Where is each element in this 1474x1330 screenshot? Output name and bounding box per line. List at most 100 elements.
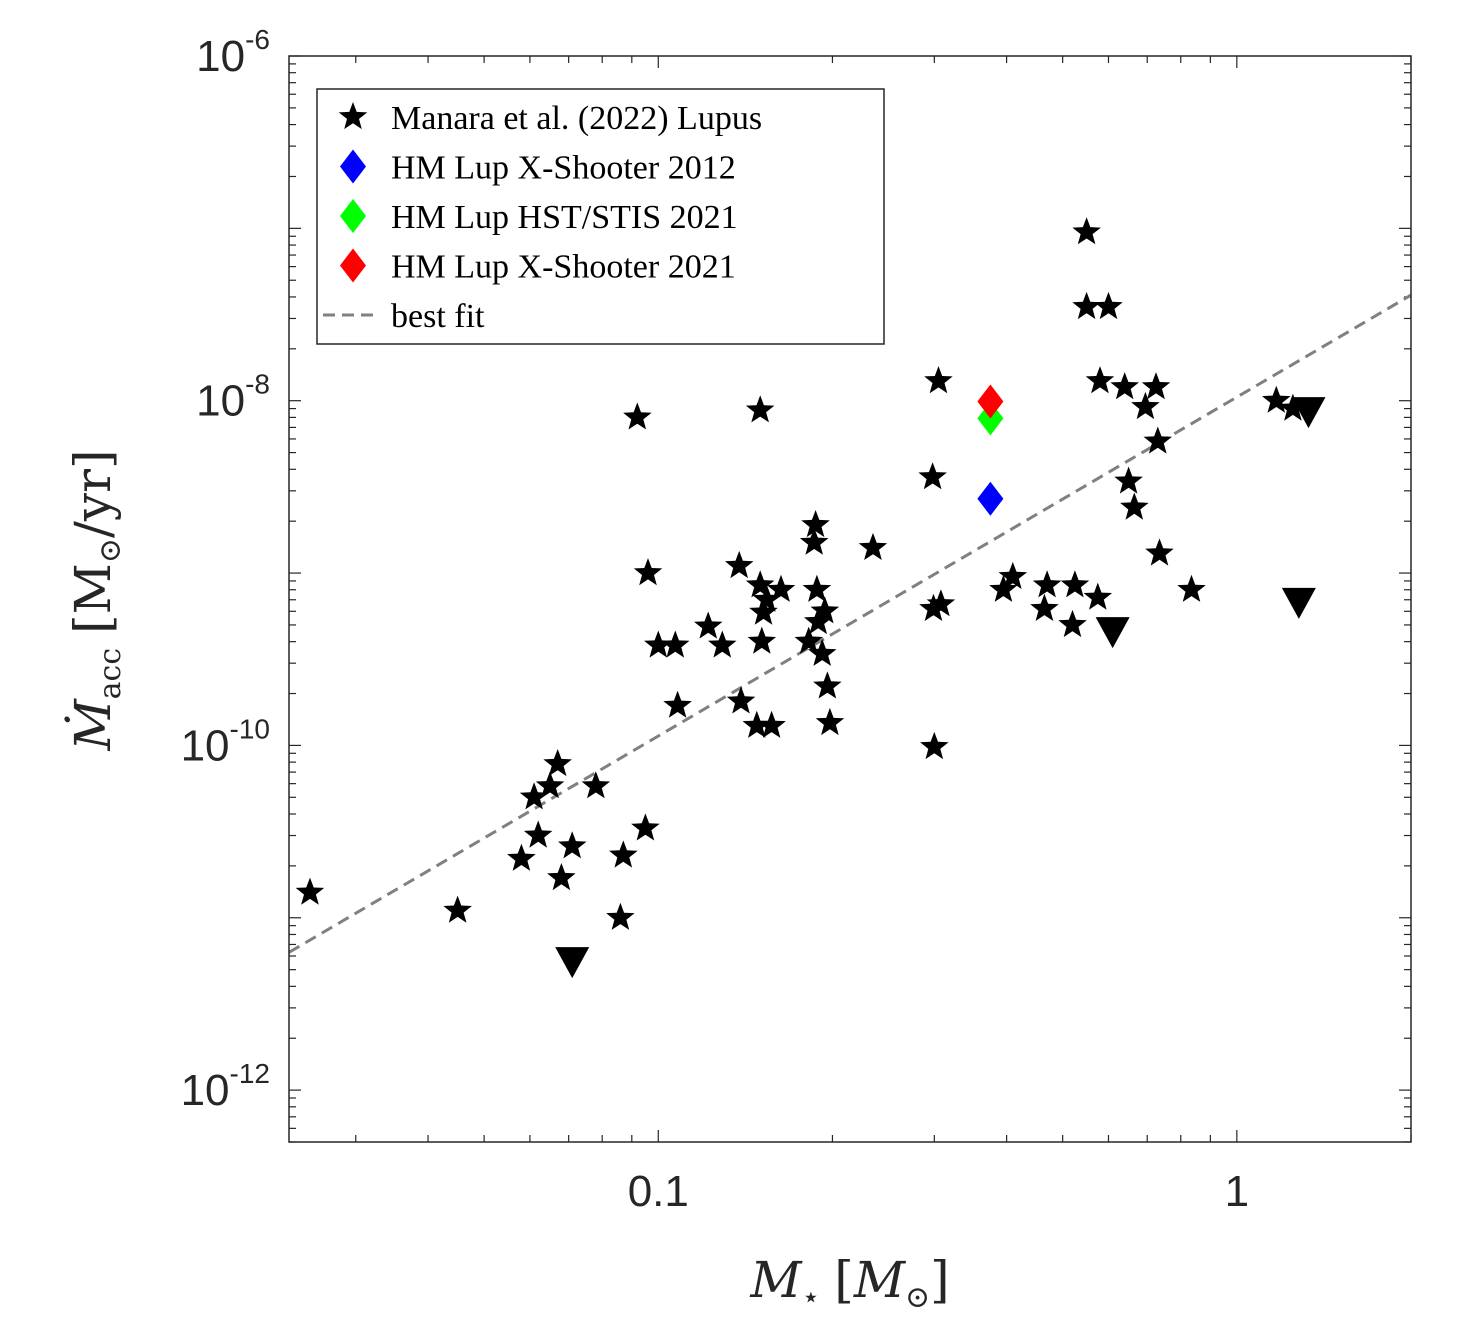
y-tick-base: 10 [196,377,245,426]
plot-frame [288,55,1412,1143]
star-point [519,782,549,810]
y-axis-label: Ṁacc [M⊙/yr] [63,449,128,751]
star-point [924,366,953,394]
legend-entry: HM Lup X-Shooter 2012 [340,149,736,187]
star-point [663,690,692,718]
star-point [606,902,635,930]
x-axis-label: M⋆ [M⊙] [749,1251,949,1315]
series-diamond [977,481,1004,516]
series-diamond [977,384,1004,419]
triangle-down-point [1281,587,1316,619]
legend-label: HM Lup X-Shooter 2021 [391,249,736,286]
star-point [810,596,840,624]
star-point [661,630,690,658]
star-point [815,707,845,736]
star-point [766,574,796,602]
y-tick-base: 10 [181,1066,230,1115]
diamond-point [977,384,1004,419]
series-star [295,217,1308,930]
star-point [609,840,638,868]
star-point [1114,466,1143,494]
star-point [633,558,663,586]
star-point [745,395,775,423]
star-point [1141,372,1171,400]
star-point [523,820,553,848]
best-fit-layer [288,293,1412,954]
y-label-unit-tail: /yr] [64,449,122,538]
star-point [543,749,572,777]
legend-entry: HM Lup X-Shooter 2021 [340,248,736,286]
star-point [1143,426,1172,454]
star-point [623,402,652,430]
y-label-unit: [M [64,563,122,634]
star-point [920,731,949,760]
triangle-down-point [1095,617,1130,649]
star-point [724,550,754,579]
x-tick-labels: 0.1 1 [628,1167,1249,1216]
star-point [1060,570,1090,598]
star-point [443,895,472,923]
star-point [747,626,777,654]
triangle-down-point [555,947,590,979]
star-point [581,771,611,799]
legend-label: best fit [391,298,485,335]
star-point [708,630,737,658]
y-tick-exponent: -10 [230,713,270,744]
legend-box [316,88,885,345]
y-tick-label: 10-12 [181,1058,270,1115]
legend-entry: best fit [323,298,485,335]
legend-label: HM Lup X-Shooter 2012 [391,150,736,187]
star-point [295,877,325,905]
y-tick-base: 10 [181,721,230,770]
legend-entries: Manara et al. (2022) Lupus HM Lup X-Shoot… [323,100,762,335]
legend-label: HM Lup HST/STIS 2021 [391,199,738,236]
y-tick-exponent: -12 [230,1058,270,1089]
star-point [535,771,565,799]
star-point [1094,291,1123,320]
star-point [1032,570,1062,598]
minor-ticks [289,55,1412,1143]
x-tick-label: 0.1 [628,1167,689,1216]
x-label-bracket-open: [ [834,1251,854,1309]
star-point [694,611,723,639]
series-triangle-down [555,397,1326,979]
data-marks [295,217,1326,979]
diamond-point [977,481,1004,516]
star-point [745,570,775,598]
x-label-main: M [749,1251,803,1309]
star-point [813,671,842,699]
star-point [1083,582,1113,610]
star-point [1072,291,1101,320]
y-tick-exponent: -8 [245,369,270,400]
star-point [752,584,781,612]
y-label-unit-sub: ⊙ [93,538,128,563]
star-point [998,561,1028,589]
star-point [742,710,772,738]
star-point [1131,391,1160,420]
star-point [1120,492,1149,520]
star-point [802,574,832,602]
x-label-unit-sub: ⊙ [905,1280,930,1315]
legend-marker [340,248,366,283]
star-point [926,589,956,617]
x-tick-label: 1 [1225,1167,1249,1216]
legend-entry: HM Lup HST/STIS 2021 [340,199,738,236]
star-point [749,597,778,625]
legend-marker [340,199,366,233]
star-point [807,638,837,666]
star-point [1085,366,1115,394]
star-point [799,527,829,555]
star-point [644,630,673,658]
x-label-sub: ⋆ [802,1280,821,1315]
star-point [631,813,660,841]
x-label-bracket-close: ] [930,1251,950,1309]
star-point [507,843,536,871]
y-tick-base: 10 [196,32,245,81]
y-label-sub: acc [93,648,128,700]
y-label-main: Ṁ [63,698,122,752]
y-tick-label: 10-10 [181,713,270,770]
x-label-unit: M [853,1251,907,1309]
star-point [1177,574,1206,602]
